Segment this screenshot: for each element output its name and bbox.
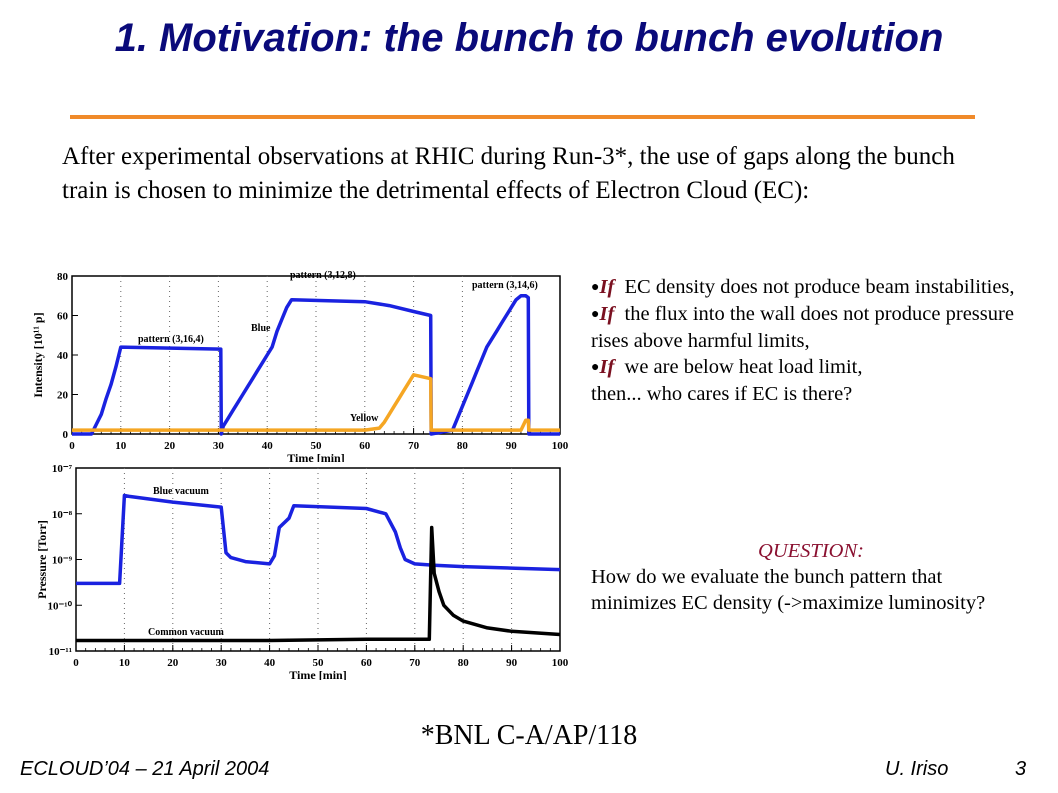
- x-axis-label: Time [min]: [289, 668, 346, 680]
- chart-annotation: pattern (3,14,6): [472, 280, 538, 291]
- x-tick-label: 100: [552, 440, 569, 452]
- x-tick-label: 10: [115, 440, 127, 452]
- x-tick-label: 60: [361, 657, 373, 669]
- question-block: QUESTION: How do we evaluate the bunch p…: [591, 538, 1031, 616]
- x-axis-label: Time [min]: [287, 451, 344, 462]
- series-line: [76, 525, 561, 643]
- x-tick-label: 50: [311, 440, 323, 452]
- pressure-chart: 0 10 20 30 40 50 60 70 80 90 100 10⁻¹¹ 10⁻¹⁰ 10⁻⁹ 10⁻⁸…: [35, 463, 569, 680]
- x-tick-label: 70: [409, 657, 421, 669]
- intro-paragraph: After experimental observations at RHIC …: [62, 143, 955, 204]
- chart-annotation: Blue: [251, 323, 271, 334]
- y-tick-label: 40: [57, 350, 69, 362]
- y-tick-label: 10⁻⁸: [52, 509, 73, 521]
- x-tick-label: 0: [73, 657, 79, 669]
- plot-frame: [71, 275, 561, 435]
- footer-page-number: 3: [1015, 758, 1027, 780]
- x-tick-label: 0: [69, 440, 75, 452]
- x-tick-label: 20: [164, 440, 176, 452]
- x-tick-label: 90: [506, 657, 517, 669]
- x-tick-label: 80: [457, 440, 469, 452]
- footer-author: U. Iriso: [885, 758, 949, 780]
- y-tick-label: 20: [57, 390, 69, 402]
- chart-annotation: pattern (3,12,8): [290, 270, 356, 281]
- bullet-item: ●If we are below heat load limit,: [591, 356, 863, 378]
- series-line: [72, 373, 560, 432]
- x-tick-label: 30: [216, 657, 228, 669]
- y-tick-label: 10⁻⁹: [52, 555, 73, 567]
- chart-annotation: Blue vacuum: [153, 486, 210, 497]
- chart-annotation: Yellow: [350, 413, 379, 424]
- y-tick-label: 80: [57, 271, 69, 283]
- y-tick-label: 60: [57, 311, 69, 323]
- chart-annotation: Common vacuum: [148, 627, 225, 638]
- x-tick-label: 90: [506, 440, 518, 452]
- y-tick-label: 10⁻¹⁰: [47, 600, 72, 612]
- conditions-list: ●If EC density does not produce beam ins…: [591, 274, 1031, 407]
- series-line: [76, 493, 561, 586]
- y-tick-label: 0: [63, 429, 69, 441]
- footer-event: ECLOUD’04 – 21 April 2004: [20, 758, 270, 780]
- series-line: [72, 294, 560, 436]
- x-tick-label: 50: [313, 657, 325, 669]
- y-tick-label: 10⁻¹¹: [49, 646, 72, 658]
- y-axis-label: Pressure [Torr]: [35, 520, 49, 599]
- bullet-item: ●If the flux into the wall does not prod…: [591, 303, 1014, 352]
- y-axis-label: Intensity [10¹¹ p]: [31, 312, 45, 397]
- x-tick-label: 20: [167, 657, 179, 669]
- title-underline: [70, 115, 975, 119]
- x-tick-label: 10: [119, 657, 130, 669]
- conclusion-text: then... who cares if EC is there?: [591, 383, 853, 405]
- question-text: How do we evaluate the bunch pattern tha…: [591, 566, 986, 614]
- chart-annotation: pattern (3,16,4): [138, 334, 204, 345]
- x-tick-label: 70: [408, 440, 420, 452]
- x-tick-label: 30: [213, 440, 225, 452]
- question-heading: QUESTION:: [758, 540, 864, 562]
- bullet-item: ●If EC density does not produce beam ins…: [591, 276, 1015, 298]
- x-tick-label: 60: [359, 440, 371, 452]
- x-tick-label: 80: [458, 657, 470, 669]
- slide-title: 1. Motivation: the bunch to bunch evolut…: [114, 16, 944, 60]
- footnote: *BNL C-A/AP/118: [420, 720, 638, 751]
- x-tick-label: 40: [262, 440, 274, 452]
- intensity-chart: 0 10 20 30 40 50 60 70 80 90 100 0 20 40 60 80 Time [min…: [31, 270, 569, 462]
- y-tick-label: 10⁻⁷: [52, 463, 73, 475]
- x-tick-label: 100: [552, 657, 569, 669]
- x-tick-label: 40: [264, 657, 276, 669]
